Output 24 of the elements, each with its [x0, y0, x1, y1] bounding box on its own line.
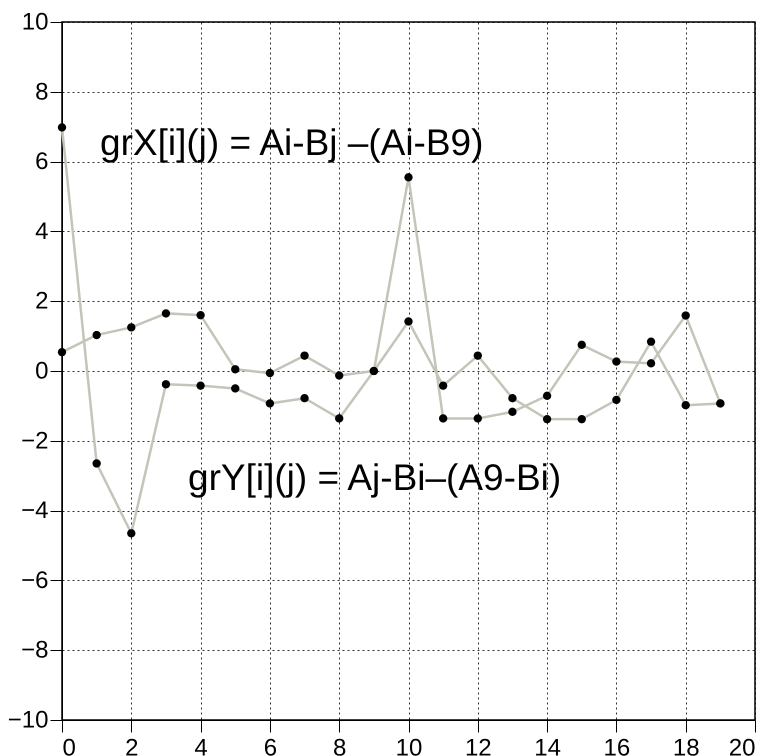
x-tick-label: 20 — [728, 734, 756, 756]
x-tick-label: 6 — [264, 734, 278, 756]
y-tick-label: 10 — [22, 8, 48, 36]
x-tick-label: 14 — [534, 734, 561, 756]
y-tick-label: 4 — [35, 218, 48, 245]
y-tick-label: 2 — [35, 288, 48, 315]
x-tick-label: 10 — [396, 734, 422, 756]
annotation: grX[i](j) = Ai-Bj –(Ai-B9) — [100, 122, 484, 163]
x-tick-label: 16 — [604, 734, 630, 756]
x-tick-label: 18 — [672, 734, 700, 756]
x-tick-label: 12 — [464, 734, 492, 756]
x-tick-label: 8 — [333, 734, 346, 756]
y-tick-label: 8 — [35, 78, 48, 106]
x-tick-label: 4 — [194, 734, 208, 756]
y-tick-label: −10 — [8, 706, 48, 734]
annotation: grY[i](j) = Aj-Bi–(A9-Bi) — [188, 457, 562, 498]
y-tick-label: −4 — [21, 497, 48, 524]
y-tick-label: −6 — [21, 566, 48, 594]
y-tick-label: 6 — [35, 148, 48, 176]
y-tick-label: −2 — [21, 427, 48, 454]
y-tick-label: 0 — [35, 358, 48, 384]
y-tick-label: −8 — [21, 636, 48, 664]
x-tick-label: 0 — [62, 734, 76, 756]
x-tick-label: 2 — [125, 734, 138, 756]
